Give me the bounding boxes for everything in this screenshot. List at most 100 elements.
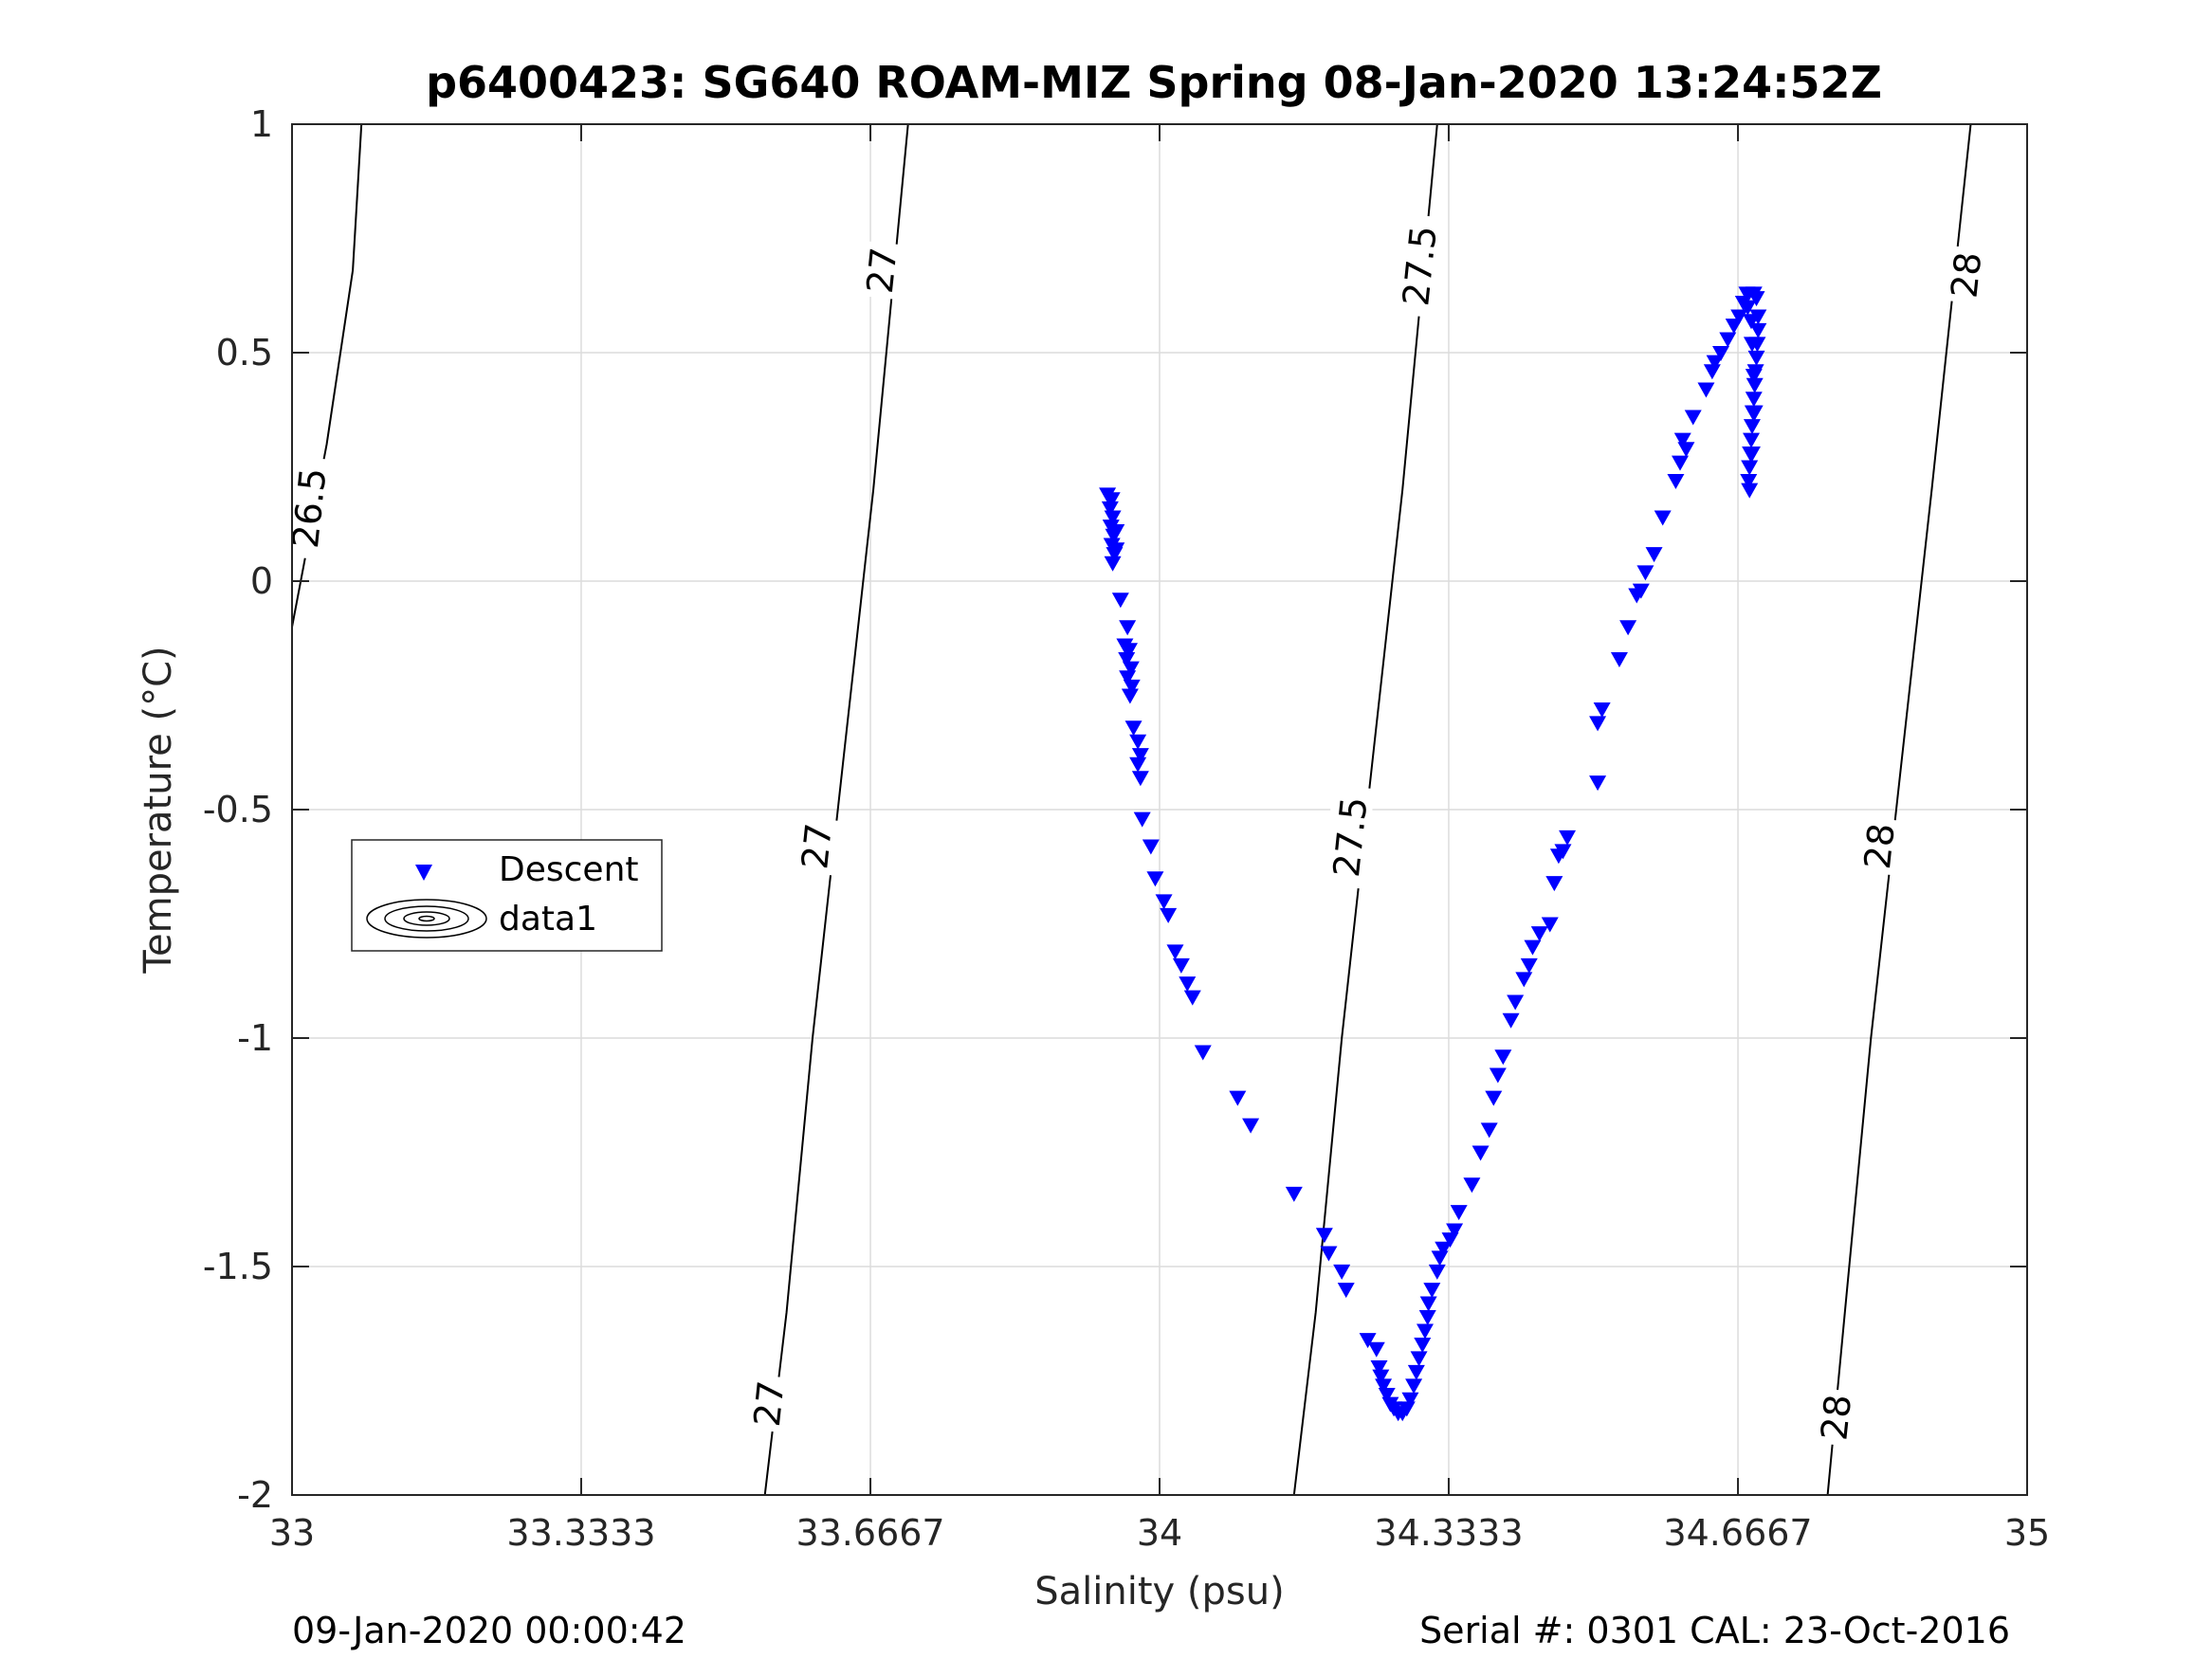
legend-descent-label: Descent (499, 850, 639, 889)
y-tick-label: -0.5 (203, 789, 273, 830)
descent-point (1739, 300, 1757, 316)
x-tick-label: 35 (2004, 1512, 2050, 1554)
descent-point (1743, 337, 1761, 353)
descent-point (1740, 473, 1758, 489)
legend-data1-label: data1 (499, 900, 597, 939)
descent-point (1745, 392, 1763, 408)
descent-series (1099, 286, 1767, 1422)
descent-point (1407, 1364, 1425, 1380)
descent-point (1743, 432, 1761, 448)
descent-point (1541, 917, 1559, 933)
descent-point (1179, 976, 1197, 993)
descent-point (1524, 939, 1542, 956)
descent-point (1129, 734, 1147, 750)
descent-point (1378, 1387, 1396, 1403)
descent-point (1428, 1264, 1446, 1280)
descent-point (1741, 483, 1759, 499)
descent-point (1320, 1246, 1338, 1262)
descent-point (1107, 542, 1125, 558)
descent-point (1472, 1145, 1490, 1161)
x-axis-label: Salinity (psu) (1034, 1570, 1284, 1613)
descent-point (1747, 291, 1765, 307)
descent-point (1712, 346, 1730, 361)
descent-point (1111, 592, 1129, 609)
density-contour-line (763, 124, 909, 1495)
y-tick-label: -1.5 (203, 1246, 273, 1287)
descent-point (1405, 1378, 1423, 1395)
contour-label: 27 (743, 1374, 793, 1433)
descent-point (1593, 702, 1611, 718)
descent-point (1423, 1283, 1441, 1299)
x-tick-label: 34.6667 (1663, 1512, 1812, 1554)
descent-point (1416, 1323, 1434, 1340)
descent-point (1285, 1186, 1303, 1202)
y-tick-label: -1 (237, 1017, 273, 1059)
x-tick-label: 34 (1137, 1512, 1182, 1554)
descent-point (1131, 771, 1149, 787)
descent-point (1610, 651, 1628, 667)
descent-point (1480, 1122, 1498, 1139)
descent-point (1494, 1049, 1512, 1066)
descent-point (1489, 1067, 1507, 1084)
density-contour-line (292, 124, 363, 632)
descent-point (1745, 369, 1763, 385)
descent-point (1743, 419, 1761, 435)
descent-point (1515, 972, 1533, 988)
y-tick-label: 0 (250, 560, 273, 602)
descent-point (1749, 309, 1767, 325)
descent-point (1133, 811, 1151, 828)
descent-point (1673, 432, 1691, 448)
descent-point (1410, 1351, 1428, 1367)
descent-point (1419, 1296, 1437, 1312)
legend-box (351, 839, 663, 952)
x-tick-label: 34.3333 (1374, 1512, 1523, 1554)
descent-point (1654, 510, 1672, 526)
descent-point (1104, 510, 1122, 526)
descent-point (1485, 1090, 1503, 1106)
descent-point (1166, 944, 1184, 960)
chart-title: p6400423: SG640 ROAM-MIZ Spring 08-Jan-2… (426, 57, 1882, 108)
descent-point (1121, 688, 1139, 704)
descent-point (1746, 405, 1764, 421)
density-contour-line (1826, 124, 1972, 1495)
descent-point (1333, 1264, 1351, 1280)
y-axis-label: Temperature (°C) (137, 646, 180, 974)
descent-point (1589, 775, 1607, 792)
descent-point (1401, 1392, 1419, 1408)
descent-point (1589, 716, 1607, 732)
y-tick-label: -2 (237, 1474, 273, 1516)
descent-point (1743, 314, 1761, 330)
contour-label: 28 (1941, 245, 1989, 305)
contour-label: 27.5 (1392, 213, 1445, 319)
descent-point (1242, 1118, 1260, 1134)
density-contour-line (1292, 124, 1438, 1495)
y-tick-label: 0.5 (216, 332, 273, 374)
y-tick-label: 1 (250, 103, 273, 145)
contour-label-text: 27 (859, 246, 905, 296)
descent-point (1703, 364, 1721, 380)
descent-point (1414, 1337, 1432, 1353)
descent-point (1730, 309, 1748, 325)
density-contours (292, 124, 1972, 1495)
contour-label-text: 28 (1813, 1393, 1859, 1443)
descent-point (1183, 990, 1201, 1006)
descent-point (1743, 447, 1761, 463)
descent-point (1359, 1333, 1377, 1349)
descent-point (1697, 382, 1715, 398)
descent-point (1530, 926, 1548, 942)
descent-point (1367, 1341, 1385, 1358)
contour-label: 28 (1810, 1387, 1859, 1448)
descent-point (1554, 844, 1572, 860)
descent-point (1129, 757, 1147, 773)
descent-point (1107, 523, 1125, 539)
descent-point (1172, 957, 1190, 974)
descent-point (1315, 1228, 1333, 1244)
descent-point (1104, 556, 1122, 572)
descent-point (1741, 460, 1759, 476)
descent-point (1559, 830, 1577, 846)
descent-point (1155, 894, 1173, 910)
contour-label-text: 27 (746, 1378, 793, 1429)
descent-point (1101, 501, 1119, 517)
